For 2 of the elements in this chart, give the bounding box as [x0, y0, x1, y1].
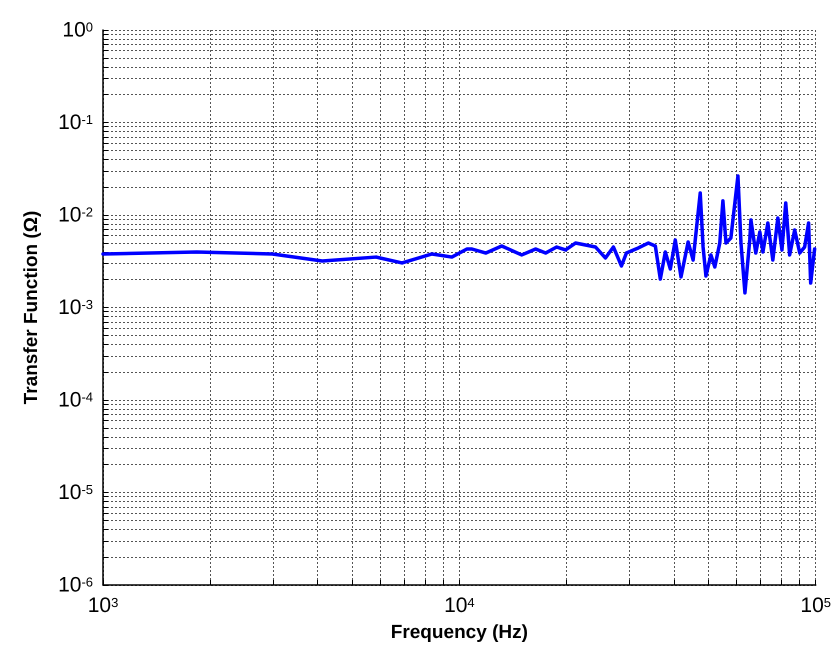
x-axis-title: Frequency (Hz): [390, 622, 528, 643]
y-axis-title: Transfer Function (Ω): [21, 210, 42, 404]
